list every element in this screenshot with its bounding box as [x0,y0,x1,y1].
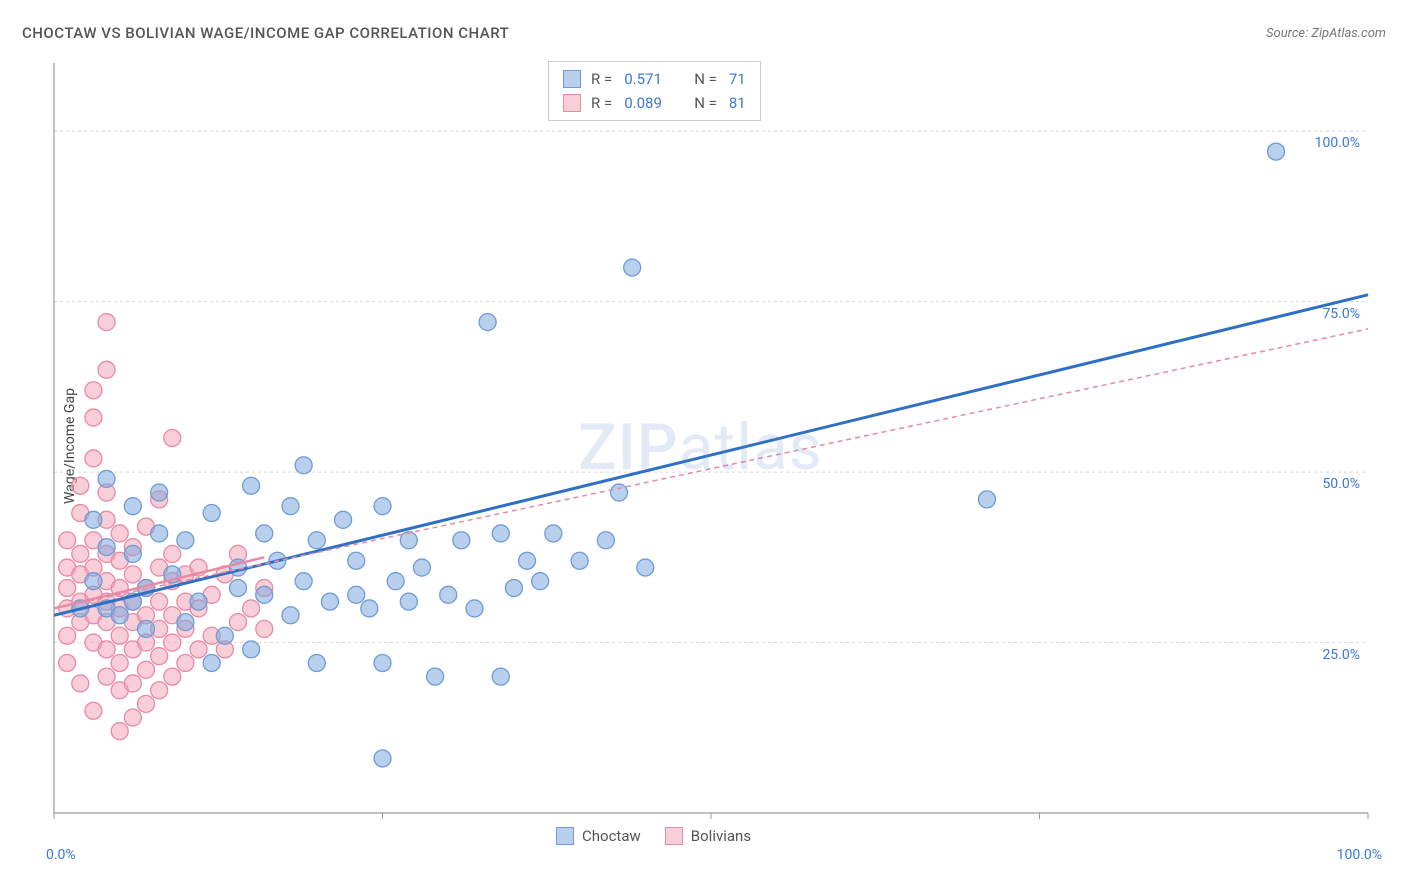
legend-n-value: 81 [729,91,746,115]
legend-r-value: 0.089 [624,91,674,115]
source-attribution: Source: ZipAtlas.com [1266,26,1386,41]
legend-swatch [665,827,683,845]
y-grid-label: 50.0% [1322,476,1360,492]
series-legend: Choctaw Bolivians [556,827,751,845]
legend-n-value: 71 [729,67,746,91]
legend-swatch [563,94,581,112]
scatter-chart [48,55,1378,837]
x-axis-min-label: 0.0% [46,847,76,863]
legend-row: R = 0.089 N = 81 [563,91,746,115]
correlation-legend: R = 0.571 N = 71 R = 0.089 N = 81 [548,61,761,121]
y-grid-label: 100.0% [1315,135,1360,151]
chart-title: CHOCTAW VS BOLIVIAN WAGE/INCOME GAP CORR… [22,24,509,42]
y-grid-label: 75.0% [1322,306,1360,322]
legend-n-label: N = [694,67,717,91]
series-legend-item: Bolivians [665,827,751,845]
series-name: Bolivians [691,827,751,845]
legend-swatch [556,827,574,845]
plot-area: ZIPatlas R =0.571N =71R =0.089N =81 Choc… [48,55,1378,837]
legend-swatch [563,70,581,88]
legend-r-label: R = [591,67,612,91]
legend-n-label: N = [694,91,717,115]
x-axis-max-label: 100.0% [1337,847,1382,863]
y-grid-label: 25.0% [1322,647,1360,663]
series-legend-item: Choctaw [556,827,641,845]
legend-r-label: R = [591,91,612,115]
legend-r-value: 0.571 [624,67,674,91]
legend-row: R = 0.571 N = 71 [563,67,746,91]
series-name: Choctaw [582,827,641,845]
